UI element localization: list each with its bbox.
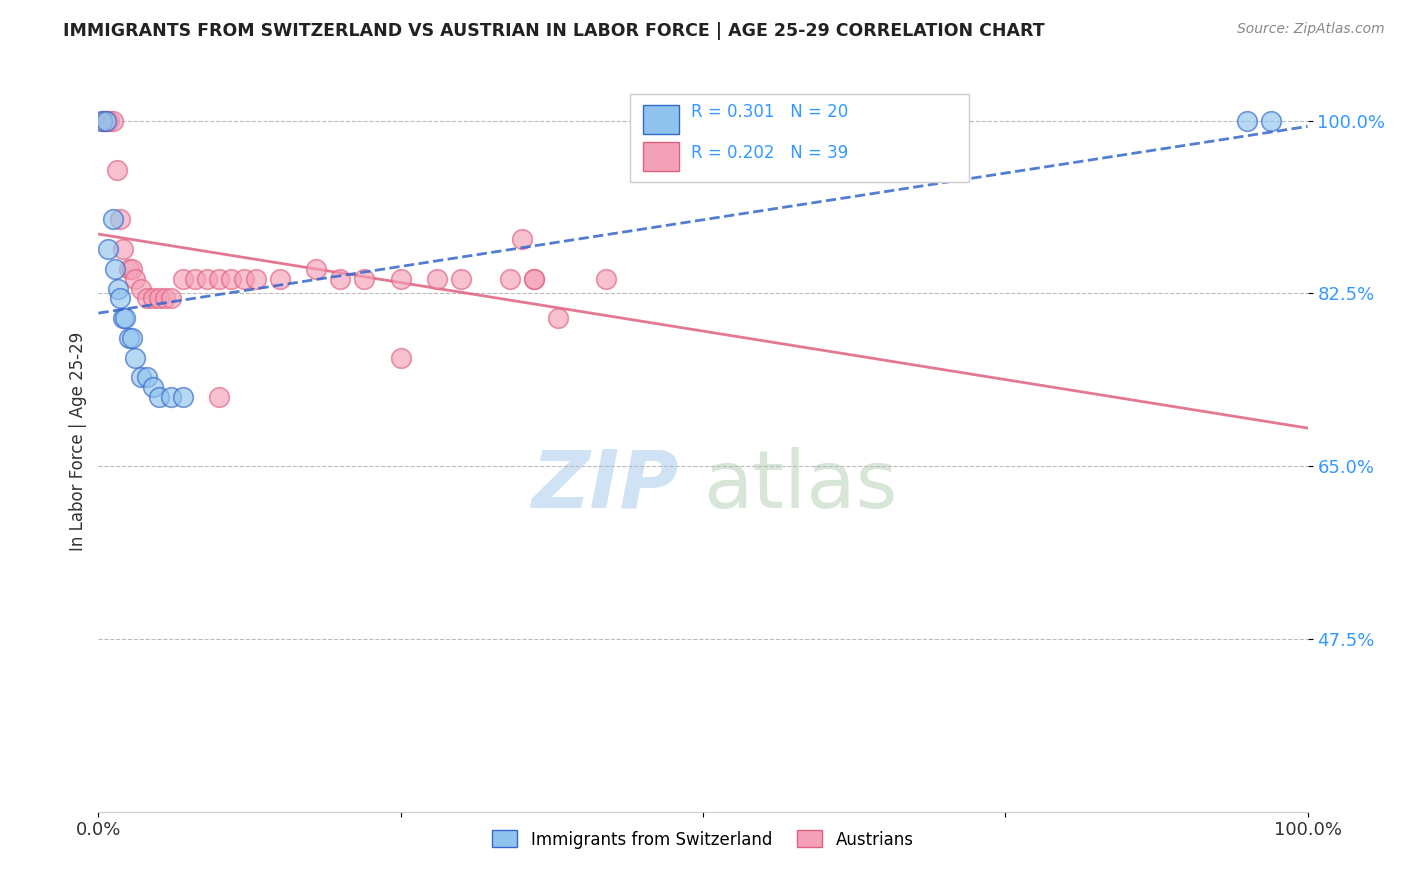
Point — [104, 261, 127, 276]
Point — [124, 271, 146, 285]
Point — [148, 292, 170, 306]
Point — [101, 113, 124, 128]
Point — [107, 281, 129, 295]
Text: atlas: atlas — [703, 447, 897, 525]
Point — [426, 271, 449, 285]
Point — [108, 292, 131, 306]
Point — [232, 271, 254, 285]
Point — [98, 113, 121, 128]
Point — [91, 113, 114, 128]
Point — [1236, 113, 1258, 128]
Point — [221, 271, 243, 285]
Bar — [643, 104, 679, 135]
Text: IMMIGRANTS FROM SWITZERLAND VS AUSTRIAN IN LABOR FORCE | AGE 25-29 CORRELATION C: IMMIGRANTS FROM SWITZERLAND VS AUSTRIAN … — [63, 22, 1045, 40]
Point — [101, 212, 124, 227]
Text: R = 0.202   N = 39: R = 0.202 N = 39 — [690, 144, 848, 161]
Point — [142, 292, 165, 306]
Bar — [643, 142, 679, 171]
Point — [142, 380, 165, 394]
Point — [389, 351, 412, 365]
Text: R = 0.301   N = 20: R = 0.301 N = 20 — [690, 103, 848, 121]
Point — [93, 113, 115, 128]
Point — [118, 331, 141, 345]
Text: Source: ZipAtlas.com: Source: ZipAtlas.com — [1237, 22, 1385, 37]
Point — [121, 261, 143, 276]
Point — [153, 292, 176, 306]
Point — [245, 271, 267, 285]
Point — [108, 212, 131, 227]
Point — [172, 390, 194, 404]
Point — [523, 271, 546, 285]
Point — [96, 113, 118, 128]
Point — [547, 311, 569, 326]
Legend: Immigrants from Switzerland, Austrians: Immigrants from Switzerland, Austrians — [486, 823, 920, 855]
Point — [97, 242, 120, 256]
Point — [305, 261, 328, 276]
Point — [523, 271, 546, 285]
Point — [135, 370, 157, 384]
Point — [1260, 113, 1282, 128]
Point — [498, 271, 520, 285]
Point — [160, 390, 183, 404]
Point — [94, 113, 117, 128]
Point — [111, 311, 134, 326]
Point — [353, 271, 375, 285]
Text: ZIP: ZIP — [531, 447, 679, 525]
Point — [208, 390, 231, 404]
Point — [184, 271, 207, 285]
Point — [124, 351, 146, 365]
Point — [269, 271, 291, 285]
Point — [114, 311, 136, 326]
Y-axis label: In Labor Force | Age 25-29: In Labor Force | Age 25-29 — [69, 332, 87, 551]
Point — [450, 271, 472, 285]
Point — [129, 281, 152, 295]
Point — [118, 261, 141, 276]
Point — [172, 271, 194, 285]
Point — [389, 271, 412, 285]
Point — [105, 163, 128, 178]
Point — [148, 390, 170, 404]
Point — [121, 331, 143, 345]
Point — [195, 271, 218, 285]
Point — [111, 242, 134, 256]
Point — [595, 271, 617, 285]
Point — [208, 271, 231, 285]
FancyBboxPatch shape — [630, 94, 969, 183]
Point — [129, 370, 152, 384]
Point — [91, 113, 114, 128]
Point — [329, 271, 352, 285]
Point — [510, 232, 533, 246]
Point — [135, 292, 157, 306]
Point — [160, 292, 183, 306]
